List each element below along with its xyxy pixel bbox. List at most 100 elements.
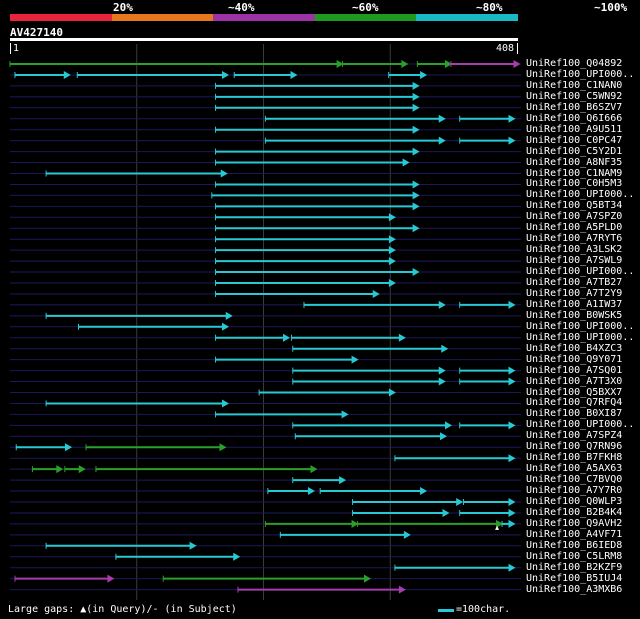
hit-label[interactable]: UniRef100_A8NF35 — [526, 156, 623, 168]
hit-segment[interactable] — [215, 103, 420, 112]
hit-label[interactable]: UniRef100_Q9Y071 — [526, 353, 623, 365]
hit-label[interactable]: UniRef100_Q04892 — [526, 58, 623, 69]
hit-segment[interactable] — [85, 443, 227, 452]
hit-segment[interactable] — [292, 421, 452, 430]
hit-segment[interactable] — [215, 92, 420, 101]
hit-label[interactable]: UniRef100_B0WSK5 — [526, 309, 623, 321]
hit-segment[interactable] — [215, 235, 396, 244]
hit-segment[interactable] — [115, 552, 241, 561]
hit-segment[interactable] — [388, 70, 428, 79]
hit-segment[interactable] — [264, 114, 446, 123]
hit-label[interactable]: UniRef100_C5Y2D1 — [526, 145, 623, 157]
hit-segment[interactable] — [215, 180, 420, 189]
hit-label[interactable]: UniRef100_A7SPZ4 — [526, 430, 623, 442]
hit-segment[interactable] — [459, 377, 516, 386]
hit-label[interactable]: UniRef100_Q7RN96 — [526, 441, 623, 453]
hit-segment[interactable] — [319, 487, 428, 496]
hit-segment[interactable] — [78, 322, 229, 331]
hit-label[interactable]: UniRef100_Q0WLP3 — [526, 496, 623, 507]
hit-segment[interactable] — [215, 158, 410, 167]
hit-label[interactable]: UniRef100_C7BVQ0 — [526, 474, 623, 486]
hit-segment[interactable] — [215, 81, 420, 90]
hit-segment[interactable] — [45, 169, 228, 178]
hit-segment[interactable] — [215, 268, 420, 277]
hit-segment[interactable] — [9, 60, 344, 68]
hit-segment[interactable] — [459, 300, 516, 309]
hit-label[interactable]: UniRef100_UPI000.. — [526, 68, 635, 80]
hit-label[interactable]: UniRef100_Q7RFQ4 — [526, 397, 623, 409]
hit-segment[interactable] — [394, 563, 516, 572]
hit-label[interactable]: UniRef100_A7T2Y9 — [526, 287, 623, 299]
hit-segment[interactable] — [267, 487, 315, 496]
hit-label[interactable]: UniRef100_C0PC47 — [526, 134, 623, 146]
hit-label[interactable]: UniRef100_C0H5M3 — [526, 178, 623, 190]
hit-segment[interactable] — [459, 508, 516, 517]
hit-segment[interactable] — [292, 476, 347, 485]
hit-segment[interactable] — [215, 224, 420, 233]
hit-segment[interactable] — [45, 399, 229, 408]
hit-label[interactable]: UniRef100_B6IED8 — [526, 539, 623, 551]
hit-segment[interactable] — [352, 498, 464, 506]
hit-label[interactable]: UniRef100_Q9AVH2 — [526, 517, 623, 529]
hit-segment[interactable] — [459, 421, 516, 430]
hit-segment[interactable] — [45, 311, 233, 320]
hit-label[interactable]: UniRef100_A7T3X0 — [526, 375, 623, 387]
hit-segment[interactable] — [95, 465, 318, 474]
hit-segment[interactable] — [264, 136, 446, 145]
hit-label[interactable]: UniRef100_A3MXB6 — [526, 583, 623, 595]
hit-label[interactable]: UniRef100_A7Y7R0 — [526, 485, 623, 497]
hit-label[interactable]: UniRef100_B5IUJ4 — [526, 572, 623, 584]
hit-label[interactable]: UniRef100_A4VF71 — [526, 528, 623, 540]
hit-segment[interactable] — [459, 136, 516, 145]
hit-segment[interactable] — [459, 366, 516, 375]
hit-label[interactable]: UniRef100_B7FKH8 — [526, 452, 623, 464]
hit-segment[interactable] — [342, 60, 409, 68]
hit-label[interactable]: UniRef100_A7SPZ0 — [526, 211, 623, 223]
hit-segment[interactable] — [292, 377, 446, 386]
hit-segment[interactable] — [303, 300, 446, 309]
hit-label[interactable]: UniRef100_B0XI87 — [526, 408, 623, 420]
hit-segment[interactable] — [215, 257, 396, 266]
hit-segment[interactable] — [215, 333, 291, 342]
hit-label[interactable]: UniRef100_A7SQ01 — [526, 364, 623, 376]
hit-segment[interactable] — [237, 585, 406, 594]
hit-label[interactable]: UniRef100_A3LSK2 — [526, 244, 623, 256]
hit-segment[interactable] — [352, 508, 450, 517]
hit-segment[interactable] — [64, 465, 86, 474]
hit-segment[interactable] — [211, 191, 420, 200]
hit-label[interactable]: UniRef100_C1NAM9 — [526, 167, 623, 179]
hit-segment[interactable] — [215, 202, 420, 211]
hit-segment[interactable] — [292, 366, 446, 375]
hit-label[interactable]: UniRef100_UPI000.. — [526, 419, 635, 431]
hit-segment[interactable] — [450, 60, 521, 68]
hit-segment[interactable] — [215, 147, 420, 156]
hit-label[interactable]: UniRef100_A1IW37 — [526, 298, 623, 310]
hit-segment[interactable] — [215, 246, 396, 255]
hit-label[interactable]: UniRef100_C5WN92 — [526, 90, 623, 102]
hit-segment[interactable] — [14, 70, 71, 79]
hit-label[interactable]: UniRef100_B2B4K4 — [526, 506, 623, 518]
hit-label[interactable]: UniRef100_B6SZV7 — [526, 101, 623, 113]
hit-label[interactable]: UniRef100_UPI000.. — [526, 331, 635, 343]
hit-label[interactable]: UniRef100_UPI000.. — [526, 320, 635, 332]
hit-segment[interactable] — [258, 388, 396, 397]
hit-segment[interactable] — [45, 541, 197, 550]
hit-label[interactable]: UniRef100_B2KZF9 — [526, 561, 623, 573]
hit-label[interactable]: UniRef100_C1NAN0 — [526, 79, 623, 91]
hit-segment[interactable] — [264, 519, 359, 528]
hit-label[interactable]: UniRef100_A5PLD0 — [526, 222, 623, 234]
hit-label[interactable]: UniRef100_A5AX63 — [526, 463, 623, 475]
hit-label[interactable]: UniRef100_Q5BXX7 — [526, 386, 623, 398]
hit-segment[interactable] — [215, 410, 349, 419]
hit-segment[interactable] — [291, 333, 406, 342]
hit-segment[interactable] — [215, 289, 380, 298]
hit-segment[interactable] — [15, 443, 73, 452]
hit-segment[interactable] — [394, 454, 516, 463]
hit-segment[interactable] — [357, 519, 504, 528]
hit-segment[interactable] — [31, 465, 64, 474]
hit-segment[interactable] — [279, 530, 411, 539]
hit-segment[interactable] — [162, 574, 372, 583]
hit-segment[interactable] — [233, 70, 298, 79]
hit-label[interactable]: UniRef100_A7SWL9 — [526, 255, 623, 267]
hit-label[interactable]: UniRef100_A7RYT6 — [526, 233, 623, 245]
